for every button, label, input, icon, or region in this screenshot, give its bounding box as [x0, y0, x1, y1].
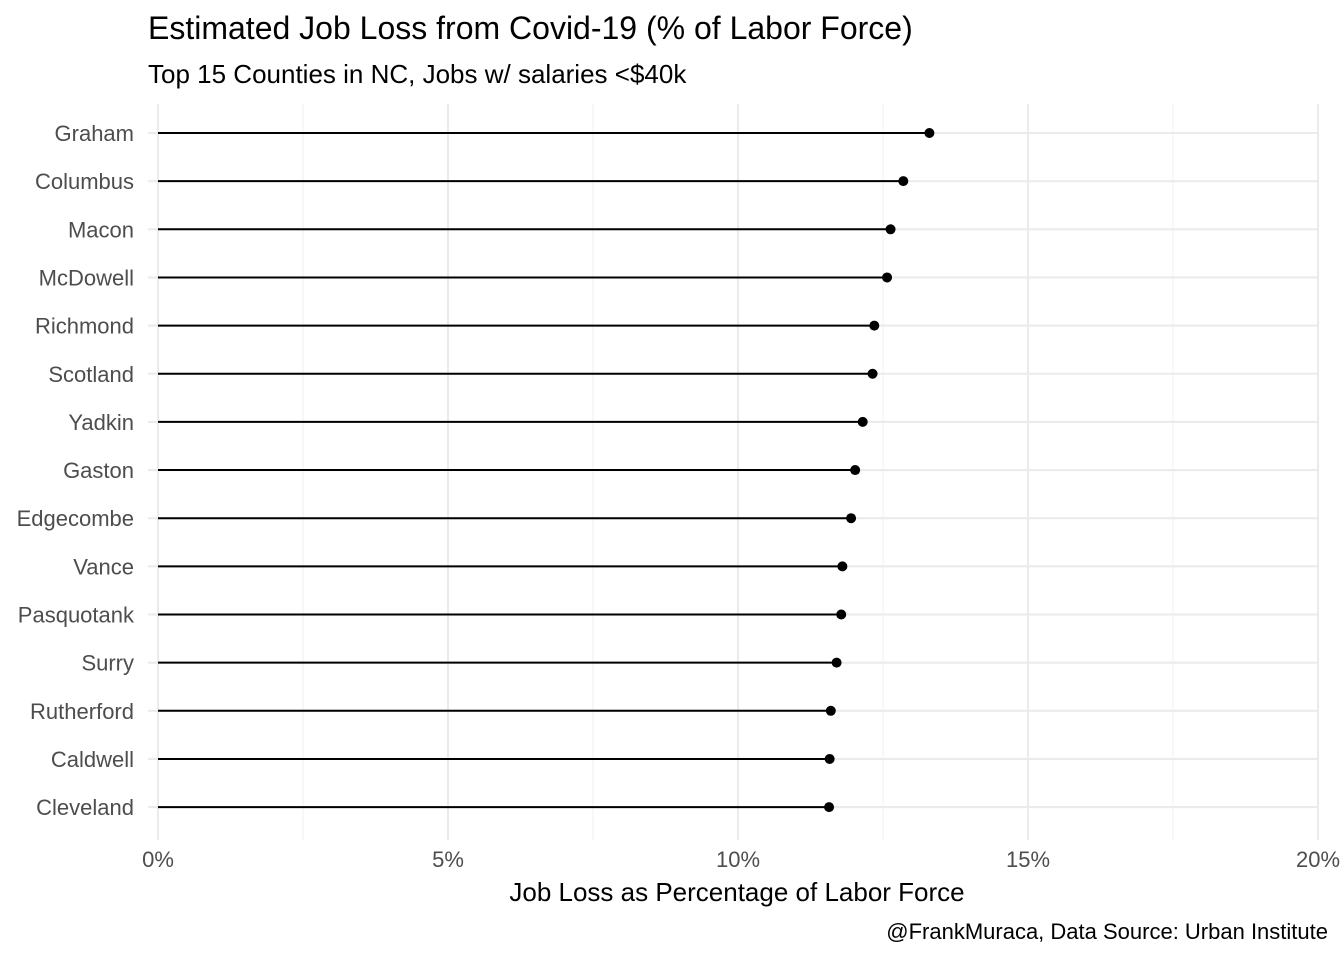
data-point [924, 128, 935, 138]
data-point [824, 802, 835, 813]
x-axis-title: Job Loss as Percentage of Labor Force [509, 877, 964, 907]
y-tick-label: Pasquotank [18, 603, 135, 628]
y-tick-label: Cleveland [36, 795, 134, 820]
y-tick-label: Gaston [63, 458, 134, 483]
x-tick-label: 15% [1006, 847, 1050, 872]
data-point [867, 368, 878, 379]
data-point [846, 513, 857, 524]
chart-title: Estimated Job Loss from Covid-19 (% of L… [148, 10, 913, 46]
y-tick-label: Scotland [48, 362, 134, 387]
y-tick-label: McDowell [39, 265, 134, 290]
y-tick-label: Macon [68, 217, 134, 242]
y-tick-label: Richmond [35, 314, 134, 339]
marks-layer [158, 128, 935, 813]
data-point [869, 320, 880, 331]
y-tick-label: Surry [81, 651, 134, 676]
data-point [831, 657, 842, 668]
y-tick-label: Columbus [35, 169, 134, 194]
data-point [882, 272, 893, 283]
y-tick-label: Edgecombe [17, 506, 134, 531]
grid-layer [148, 104, 1320, 840]
chart-caption: @FrankMuraca, Data Source: Urban Institu… [886, 919, 1328, 944]
y-tick-label: Caldwell [51, 747, 134, 772]
data-point [885, 224, 896, 235]
data-point [824, 753, 835, 764]
y-tick-label: Vance [73, 554, 134, 579]
x-tick-label: 0% [142, 847, 174, 872]
x-tick-label: 10% [716, 847, 760, 872]
chart-subtitle: Top 15 Counties in NC, Jobs w/ salaries … [148, 59, 687, 89]
y-tick-label: Graham [55, 121, 134, 146]
y-tick-label: Yadkin [68, 410, 134, 435]
data-point [836, 609, 847, 620]
x-tick-label: 5% [432, 847, 464, 872]
y-tick-label: Rutherford [30, 699, 134, 724]
data-point [850, 465, 861, 476]
x-tick-label: 20% [1296, 847, 1340, 872]
data-point [837, 561, 848, 572]
data-point [825, 705, 836, 716]
data-point [857, 416, 868, 427]
data-point [898, 176, 909, 187]
axis-labels-layer: Graham Columbus Macon McDowell Richmond Scotl… [17, 121, 1340, 872]
